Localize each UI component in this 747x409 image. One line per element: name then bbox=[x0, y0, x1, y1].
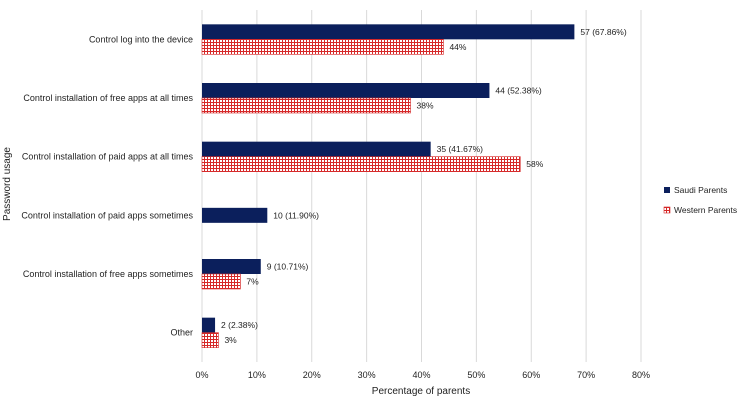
y-axis-title: Password usage bbox=[2, 147, 13, 221]
data-label-saudi-parents: 35 (41.67%) bbox=[437, 144, 483, 154]
x-tick-label: 50% bbox=[467, 370, 485, 380]
bar-saudi-parents bbox=[202, 83, 490, 98]
x-tick-label: 10% bbox=[248, 370, 266, 380]
x-tick-label: 70% bbox=[577, 370, 595, 380]
legend: Saudi Parents Western Parents bbox=[663, 185, 737, 215]
bars bbox=[201, 24, 575, 348]
bar-saudi-parents bbox=[202, 207, 268, 223]
data-label-western-parents: 3% bbox=[224, 335, 237, 345]
category-label: Control installation of free apps someti… bbox=[23, 269, 194, 279]
x-tick-label: 0% bbox=[195, 370, 208, 380]
bar-saudi-parents bbox=[202, 259, 261, 274]
bar-saudi-parents bbox=[202, 317, 216, 333]
x-tick-label: 40% bbox=[412, 370, 430, 380]
x-tick-label: 80% bbox=[632, 370, 650, 380]
bar-western-parents bbox=[201, 39, 444, 55]
y-axis-categories: Control log into the device Control insta… bbox=[21, 34, 193, 337]
data-label-saudi-parents: 44 (52.38%) bbox=[495, 86, 541, 96]
data-label-western-parents: 38% bbox=[417, 101, 434, 111]
data-label-saudi-parents: 9 (10.71%) bbox=[267, 262, 309, 272]
data-label-western-parents: 7% bbox=[246, 277, 259, 287]
x-tick-label: 60% bbox=[522, 370, 540, 380]
legend-swatch-saudi-parents bbox=[664, 187, 670, 193]
data-label-saudi-parents: 10 (11.90%) bbox=[273, 210, 319, 220]
legend-label-saudi-parents: Saudi Parents bbox=[674, 185, 727, 195]
bar-saudi-parents bbox=[202, 24, 575, 40]
category-label: Control installation of paid apps someti… bbox=[21, 210, 193, 220]
bar-western-parents bbox=[201, 273, 241, 290]
x-tick-label: 20% bbox=[303, 370, 321, 380]
data-labels: 57 (67.86%) 44% 44 (52.38%) 38% 35 (41.67%) 5… bbox=[221, 27, 627, 345]
data-label-western-parents: 58% bbox=[526, 159, 543, 169]
bar-western-parents bbox=[201, 156, 521, 172]
category-label: Control installation of paid apps at all… bbox=[22, 152, 194, 162]
x-axis-title: Percentage of parents bbox=[372, 386, 470, 397]
category-label: Control log into the device bbox=[89, 34, 193, 44]
bar-western-parents bbox=[201, 97, 411, 114]
legend-label-western-parents: Western Parents bbox=[674, 205, 737, 215]
data-label-saudi-parents: 2 (2.38%) bbox=[221, 320, 258, 330]
x-tick-label: 30% bbox=[358, 370, 376, 380]
category-label: Control installation of free apps at all… bbox=[23, 93, 193, 103]
gridlines bbox=[201, 10, 642, 362]
x-axis-ticks: 0% 10% 20% 30% 40% 50% 60% 70% 80% bbox=[195, 370, 650, 380]
data-label-western-parents: 44% bbox=[449, 42, 466, 52]
bar-western-parents bbox=[201, 332, 219, 348]
bar-saudi-parents bbox=[202, 141, 431, 157]
category-label: Other bbox=[170, 328, 193, 338]
data-label-saudi-parents: 57 (67.86%) bbox=[580, 27, 626, 37]
legend-swatch-western-parents bbox=[663, 206, 671, 214]
